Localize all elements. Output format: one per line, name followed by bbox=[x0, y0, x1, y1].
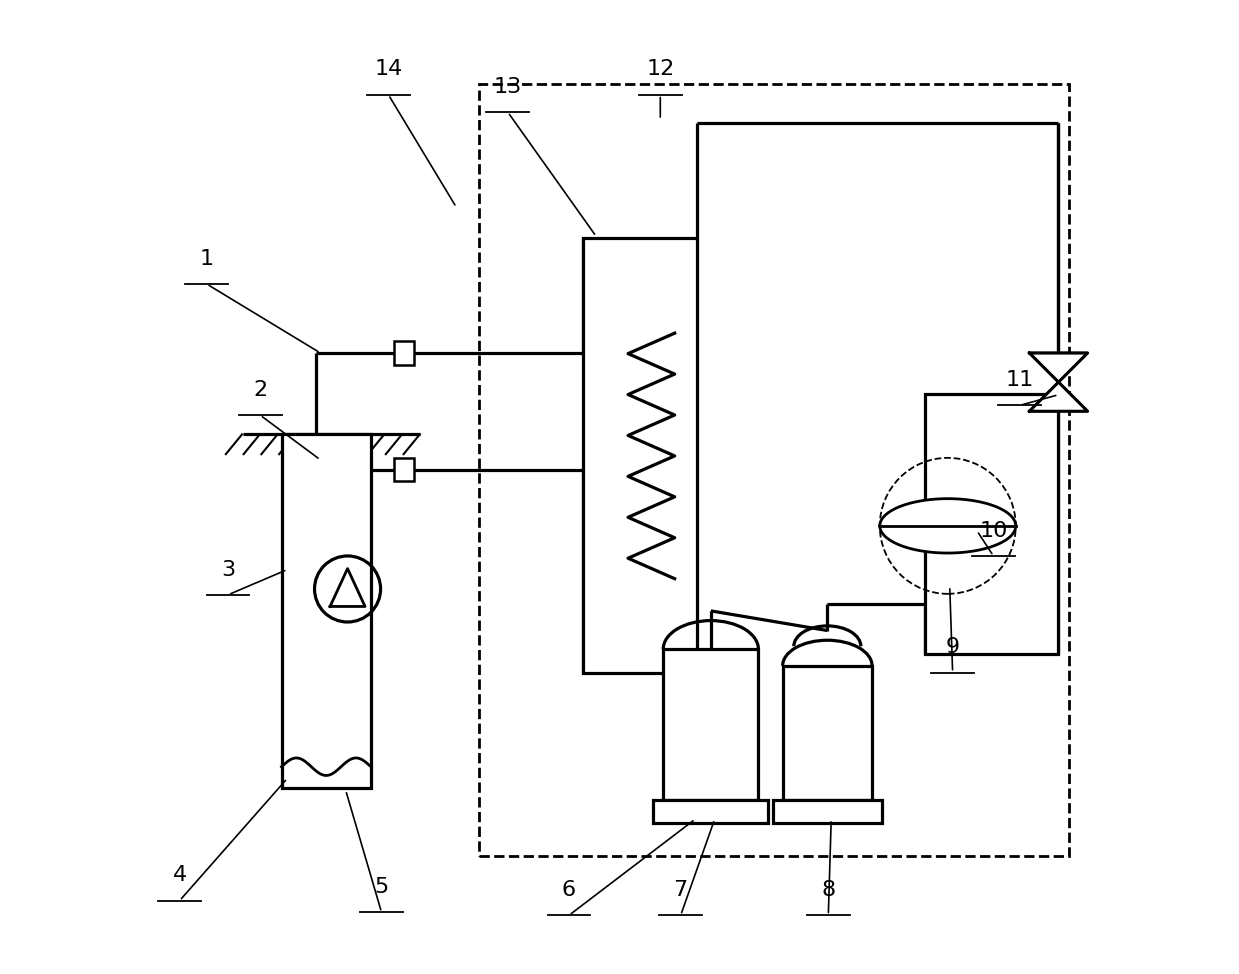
Polygon shape bbox=[330, 569, 366, 607]
Polygon shape bbox=[1030, 382, 1088, 411]
Bar bbox=[653, 800, 768, 823]
Bar bbox=[394, 341, 414, 364]
Bar bbox=[394, 458, 414, 481]
Text: 11: 11 bbox=[1006, 370, 1033, 391]
Polygon shape bbox=[1030, 353, 1088, 382]
Polygon shape bbox=[880, 526, 1016, 553]
Text: 14: 14 bbox=[374, 59, 403, 79]
Bar bbox=[926, 393, 1058, 655]
Text: 10: 10 bbox=[979, 521, 1007, 541]
Text: 5: 5 bbox=[374, 878, 389, 897]
Bar bbox=[582, 239, 698, 673]
Text: 2: 2 bbox=[253, 380, 268, 400]
Bar bbox=[663, 650, 758, 800]
Bar bbox=[281, 433, 370, 788]
Bar bbox=[783, 665, 872, 800]
Text: 1: 1 bbox=[199, 248, 214, 269]
Text: 6: 6 bbox=[563, 880, 576, 900]
Text: 13: 13 bbox=[493, 77, 522, 96]
Text: 3: 3 bbox=[221, 559, 235, 580]
Text: 7: 7 bbox=[674, 880, 688, 900]
Bar bbox=[478, 84, 1069, 856]
Text: 4: 4 bbox=[172, 866, 187, 885]
Text: 8: 8 bbox=[821, 880, 835, 900]
Polygon shape bbox=[880, 499, 1016, 526]
Bar bbox=[773, 800, 882, 823]
Text: 9: 9 bbox=[945, 637, 960, 657]
Text: 12: 12 bbox=[647, 59, 674, 79]
